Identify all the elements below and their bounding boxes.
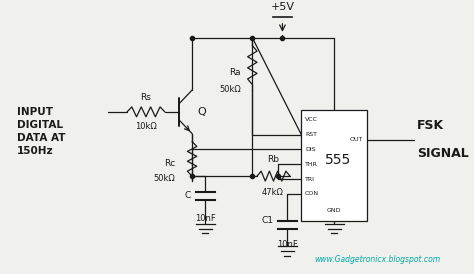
Text: 50kΩ: 50kΩ [154,174,175,182]
Text: FSK: FSK [417,119,444,132]
Text: 10kΩ: 10kΩ [135,122,157,131]
Text: CON: CON [305,192,319,196]
Text: Q: Q [198,107,207,117]
Bar [301,110,367,221]
Text: OUT: OUT [350,137,364,142]
Text: RST: RST [305,132,317,137]
Text: +5V: +5V [271,2,294,12]
Text: Ra: Ra [229,68,241,77]
Text: THR: THR [305,162,318,167]
Text: DIS: DIS [305,147,316,152]
Text: 555: 555 [325,153,351,167]
Text: C: C [185,191,191,200]
Text: Rb: Rb [267,155,279,164]
Text: C1: C1 [262,216,274,225]
Text: 50kΩ: 50kΩ [219,85,241,94]
Text: VCC: VCC [305,117,318,122]
Text: 10nF: 10nF [277,240,298,249]
Text: Rs: Rs [140,93,151,102]
Text: TRI: TRI [305,176,315,182]
Text: 47kΩ: 47kΩ [262,188,284,197]
Text: SIGNAL: SIGNAL [417,147,469,161]
Text: INPUT
DIGITAL
DATA AT
150Hz: INPUT DIGITAL DATA AT 150Hz [17,107,65,156]
Text: www.Gadgetronicx.blogspot.com: www.Gadgetronicx.blogspot.com [315,255,441,264]
Text: GND: GND [327,208,341,213]
Text: 10nF: 10nF [195,214,216,223]
Text: Rc: Rc [164,159,175,168]
